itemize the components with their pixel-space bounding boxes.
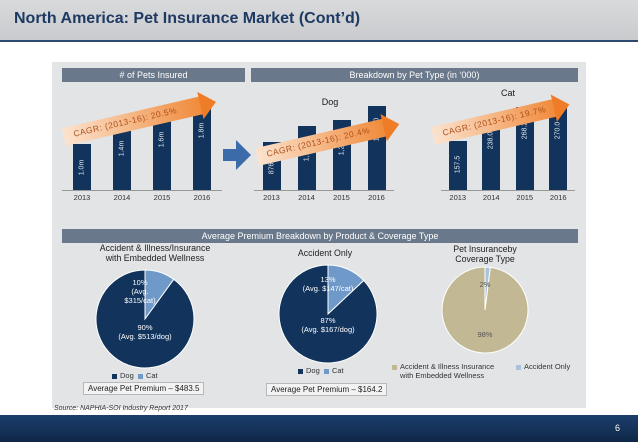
pie2-big-label: 87% (Avg. $167/dog) bbox=[288, 316, 368, 334]
pie3-title: Pet Insuranceby Coverage Type bbox=[430, 244, 540, 264]
pie1-big-avg: (Avg. $513/dog) bbox=[118, 332, 172, 341]
pie1-big-label: 90% (Avg. $513/dog) bbox=[105, 323, 185, 341]
pet-type-header: Breakdown by Pet Type (in ‘000) bbox=[251, 68, 578, 82]
pie2-avg-premium: Average Pet Premium – $164.2 bbox=[266, 383, 388, 396]
tick-label-2014: 2014 bbox=[482, 193, 500, 202]
pie1-title-line1: Accident & Illness/Insurance bbox=[99, 243, 211, 253]
legend-cat-swatch bbox=[323, 368, 329, 374]
pie1-big-pct: 90% bbox=[137, 323, 153, 332]
pie2-small-pct: 13% bbox=[320, 275, 336, 284]
legend-ai-swatch bbox=[392, 364, 397, 370]
legend-dog-swatch bbox=[112, 373, 117, 379]
premium-header: Average Premium Breakdown by Product & C… bbox=[62, 229, 578, 243]
right-arrow-icon bbox=[223, 140, 251, 170]
pie1-small-avg2: $315/cat) bbox=[124, 296, 156, 305]
tick-label-2013: 2013 bbox=[263, 193, 280, 202]
pie2-small-label: 13% (Avg. $147/cat) bbox=[283, 275, 373, 293]
bar-label-2014: 1.4m bbox=[118, 140, 126, 157]
legend-cat: Cat bbox=[331, 366, 344, 375]
tick-label-2015: 2015 bbox=[153, 193, 171, 202]
pie3-big-label: 98% bbox=[477, 330, 493, 339]
legend-dog-swatch bbox=[298, 368, 303, 374]
pie3-title-line2: Coverage Type bbox=[455, 254, 515, 264]
pie2-big-pct: 87% bbox=[320, 316, 336, 325]
bar-2016 bbox=[193, 106, 211, 190]
pie-slice-accident-illness-insurance-with-embedded-wellness bbox=[441, 266, 529, 354]
cat-chart: 157.5 2013 238.0 2014 268.2 2015 270.0 2016 bbox=[441, 100, 575, 204]
tick-label-2016: 2016 bbox=[193, 193, 211, 202]
pie2-legend: Dog Cat bbox=[298, 366, 344, 375]
pie3-chart bbox=[441, 266, 529, 354]
tick-label-2016: 2016 bbox=[549, 193, 567, 202]
legend-ai-line1: Accident & Illness Insurance bbox=[400, 362, 495, 371]
bar-label-2015: 1.6m bbox=[158, 131, 166, 148]
bar-label-2013: 157.5 bbox=[454, 156, 462, 174]
legend-ao: Accident Only bbox=[524, 362, 571, 371]
legend-dog: Dog bbox=[120, 371, 134, 380]
source-note: Source: NAPHIA-SOI Industry Report 2017 bbox=[54, 405, 188, 412]
pie1-chart bbox=[95, 269, 195, 369]
pie1-avg-premium: Average Pet Premium – $483.5 bbox=[83, 382, 205, 395]
pie-slice-dog bbox=[278, 264, 378, 364]
bar-2014 bbox=[482, 116, 501, 190]
legend-dog: Dog bbox=[306, 366, 320, 375]
bar-2015 bbox=[515, 107, 534, 190]
pie3-title-line1: Pet Insuranceby bbox=[453, 244, 517, 254]
pie3-legend-2: Accident Only bbox=[516, 362, 570, 371]
bar-2015 bbox=[153, 115, 171, 190]
tick-label-2014: 2014 bbox=[298, 193, 315, 202]
bar-2013 bbox=[73, 143, 91, 190]
bar-2016 bbox=[549, 106, 568, 190]
footer-bar: 6 bbox=[0, 415, 638, 442]
bar-label-2013: 1.0m bbox=[78, 159, 86, 175]
pie1-small-pct: 10% bbox=[132, 278, 148, 287]
pie2-chart bbox=[278, 264, 378, 364]
pets-insured-header: # of Pets Insured bbox=[62, 68, 245, 82]
pie2-small-avg: (Avg. $147/cat) bbox=[302, 284, 354, 293]
pie1-title: Accident & Illness/Insurance with Embedd… bbox=[70, 243, 240, 263]
tick-label-2013: 2013 bbox=[73, 193, 91, 202]
legend-ai-line2: with Embedded Wellness bbox=[400, 371, 485, 380]
pie1-small-avg1: (Avg. bbox=[131, 287, 149, 296]
legend-cat-swatch bbox=[137, 373, 143, 379]
title-bar: North America: Pet Insurance Market (Con… bbox=[0, 0, 638, 42]
page-title: North America: Pet Insurance Market (Con… bbox=[14, 10, 361, 27]
tick-label-2015: 2015 bbox=[516, 193, 534, 202]
pie1-small-label: 10% (Avg. $315/cat) bbox=[115, 278, 165, 305]
pie3-small-label: 2% bbox=[479, 280, 491, 289]
pie1-title-line2: with Embedded Wellness bbox=[105, 253, 205, 263]
pie3-legend-1: Accident & Illness Insurance with Embedd… bbox=[392, 362, 494, 380]
tick-label-2015: 2015 bbox=[333, 193, 350, 202]
pie-slice-dog bbox=[95, 269, 195, 369]
x-axis-line bbox=[254, 190, 394, 191]
pie1-legend: Dog Cat bbox=[112, 371, 158, 380]
x-axis-line bbox=[441, 190, 575, 191]
x-axis-line bbox=[62, 190, 222, 191]
page-number: 6 bbox=[614, 423, 620, 433]
legend-cat: Cat bbox=[145, 371, 158, 380]
tick-label-2013: 2013 bbox=[449, 193, 467, 202]
pets-insured-chart: 1.0m 2013 1.4m 2014 1.6m 2015 1.8m 2016 bbox=[62, 100, 222, 204]
bar-2014 bbox=[113, 125, 131, 190]
tick-label-2016: 2016 bbox=[368, 193, 385, 202]
pie2-big-avg: (Avg. $167/dog) bbox=[301, 325, 355, 334]
dog-subtitle: Dog bbox=[321, 97, 339, 107]
pie2-title: Accident Only bbox=[297, 248, 353, 258]
tick-label-2014: 2014 bbox=[113, 193, 131, 202]
bar-2013 bbox=[448, 141, 467, 190]
cat-subtitle: Cat bbox=[500, 88, 515, 98]
legend-ao-swatch bbox=[516, 364, 521, 370]
